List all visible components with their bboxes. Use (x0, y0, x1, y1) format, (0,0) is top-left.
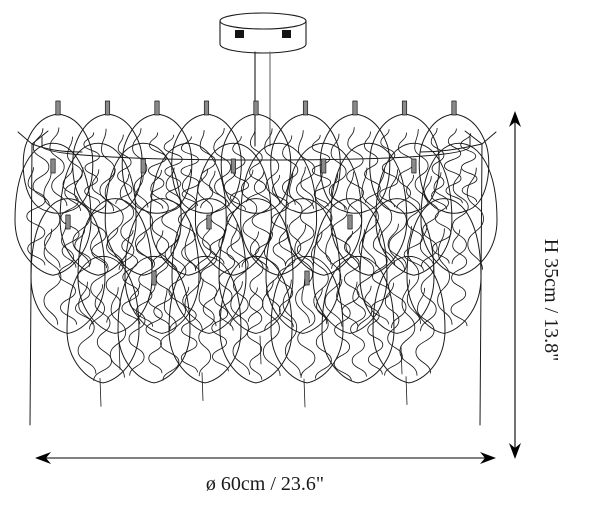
svg-text:ø 60cm / 23.6": ø 60cm / 23.6" (206, 473, 324, 495)
svg-text:H 35cm / 13.8": H 35cm / 13.8" (540, 239, 562, 362)
